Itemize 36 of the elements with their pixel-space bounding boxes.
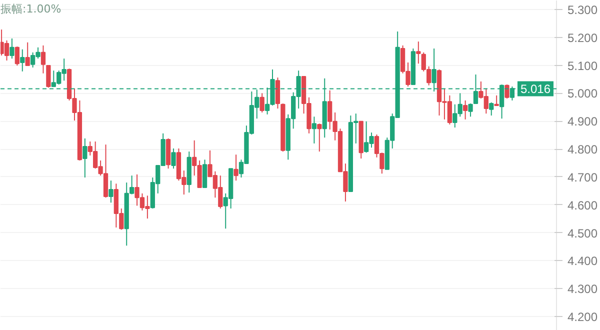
candlestick: [312, 116, 317, 144]
y-tick-label: 5.300: [568, 2, 598, 17]
y-tick-label: 4.400: [568, 254, 598, 268]
candlestick: [10, 38, 14, 60]
candlestick: [14, 46, 20, 66]
y-tick-label: 4.300: [568, 282, 598, 296]
y-tick-label: 4.700: [568, 170, 598, 184]
candlestick: [494, 94, 499, 106]
y-tick-label: 5.000: [568, 86, 598, 101]
annotation: 振幅:1.00%: [0, 2, 62, 16]
ref-line-label: 5.016: [520, 82, 551, 96]
candlestick: [468, 103, 473, 118]
candlestick: [317, 123, 322, 152]
y-tick-label: 5.100: [568, 58, 598, 73]
candlestick: [416, 41, 421, 64]
candlestick: [462, 100, 468, 120]
candlestick: [260, 92, 264, 113]
candlestick: [82, 138, 88, 178]
y-tick-label: 5.200: [568, 30, 598, 45]
candlestick: [489, 102, 494, 116]
candlestick: [20, 48, 25, 72]
candlestick: [504, 84, 510, 99]
y-tick-label: 4.900: [568, 114, 598, 129]
candlestick: [46, 65, 51, 88]
candlestick: [234, 154, 238, 182]
candlestick: [40, 44, 46, 74]
candlestick: [108, 180, 114, 204]
y-tick-label: 4.500: [568, 226, 598, 240]
candlestick: [25, 42, 30, 66]
candlestick: [202, 159, 208, 188]
candlestick: [275, 77, 280, 110]
candlestick: [171, 148, 176, 170]
y-tick-label: 4.800: [568, 142, 598, 157]
candlestick: [4, 40, 10, 62]
y-tick-label: 4.200: [568, 310, 598, 324]
y-tick-label: 4.600: [568, 198, 598, 212]
